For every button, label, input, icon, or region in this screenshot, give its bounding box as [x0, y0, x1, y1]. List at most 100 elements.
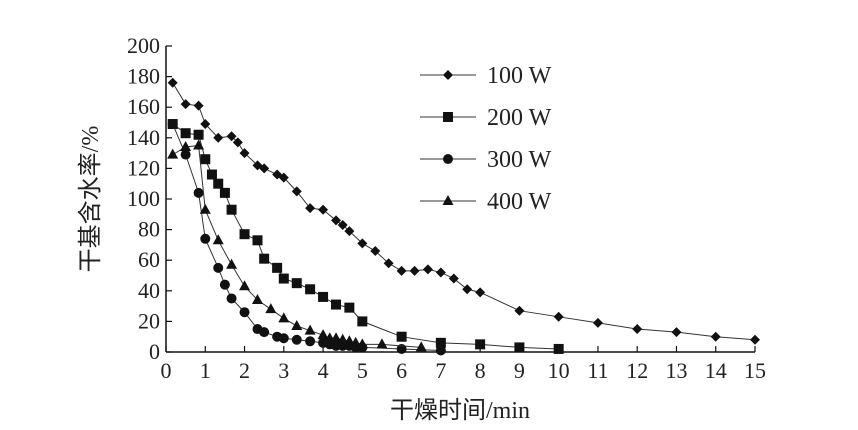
data-point: [291, 186, 302, 197]
data-point: [350, 336, 362, 347]
y-tick-label: 80: [138, 217, 160, 242]
data-point: [305, 203, 316, 214]
data-point: [396, 331, 407, 342]
data-point: [337, 220, 348, 231]
data-point: [415, 341, 427, 352]
data-point: [396, 265, 407, 276]
data-point: [435, 345, 446, 356]
data-point: [344, 226, 355, 237]
y-tick-label: 100: [127, 186, 160, 211]
data-point: [232, 137, 243, 148]
y-tick-label: 200: [127, 33, 160, 58]
data-point: [409, 265, 420, 276]
data-point: [219, 279, 230, 290]
data-point: [259, 163, 270, 174]
data-point: [226, 258, 238, 269]
data-point: [553, 311, 564, 322]
data-point: [435, 267, 446, 278]
y-tick-label: 160: [127, 94, 160, 119]
legend-label: 400 W: [487, 189, 552, 215]
x-tick-label: 10: [548, 358, 570, 383]
data-point: [226, 204, 237, 215]
x-axis-title: 干燥时间/min: [390, 397, 530, 424]
x-tick-label: 12: [626, 358, 648, 383]
data-point: [462, 284, 473, 295]
data-point: [514, 305, 525, 316]
data-point: [514, 342, 525, 353]
x-tick-label: 0: [161, 358, 172, 383]
legend-item: 100 W: [420, 63, 552, 89]
data-point: [180, 128, 191, 139]
data-point: [278, 172, 289, 183]
data-point: [199, 203, 211, 214]
series-layer: [167, 77, 760, 356]
data-point: [252, 235, 263, 246]
legend-marker: [443, 70, 453, 80]
legend-item: 300 W: [420, 147, 552, 173]
data-point: [167, 119, 178, 130]
data-point: [305, 336, 316, 347]
x-tick-label: 11: [587, 358, 608, 383]
data-point: [167, 148, 179, 159]
data-point: [213, 262, 224, 273]
data-point: [239, 148, 250, 159]
data-point: [343, 335, 355, 346]
y-tick-group: 0 20 40 60 80 100 120 140 160 180 200: [127, 33, 172, 364]
data-point: [357, 238, 368, 249]
data-point: [278, 273, 289, 284]
series-triangle: [167, 139, 427, 352]
x-tick-label: 5: [357, 358, 368, 383]
data-point: [422, 264, 433, 275]
x-tick-label: 8: [475, 358, 486, 383]
data-point: [239, 280, 251, 291]
data-point: [278, 312, 290, 323]
data-point: [370, 246, 381, 257]
data-point: [239, 307, 250, 318]
y-tick-label: 120: [127, 155, 160, 180]
series-diamond: [167, 77, 760, 345]
x-tick-group: 0 1 2 3 4 5 6 7 8 9 10 11 12 13 14 15: [161, 346, 766, 383]
data-point: [193, 129, 204, 140]
data-point: [251, 293, 263, 304]
x-tick-label: 2: [239, 358, 250, 383]
x-tick-label: 6: [396, 358, 407, 383]
data-point: [226, 131, 237, 142]
y-tick-label: 140: [127, 125, 160, 150]
data-point: [167, 77, 178, 88]
data-point: [226, 293, 237, 304]
x-tick-label: 14: [705, 358, 727, 383]
data-point: [344, 302, 355, 313]
data-point: [356, 338, 368, 349]
legend-item: 400 W: [420, 189, 552, 215]
data-point: [750, 334, 760, 345]
legend-item: 200 W: [420, 105, 552, 131]
data-point: [193, 100, 204, 111]
data-point: [272, 262, 283, 273]
legend-marker: [442, 195, 454, 205]
y-tick-label: 60: [138, 247, 160, 272]
x-tick-label: 15: [744, 358, 766, 383]
data-point: [671, 327, 682, 338]
data-point: [331, 215, 342, 226]
data-point: [180, 99, 191, 110]
data-point: [305, 284, 316, 295]
data-point: [435, 337, 446, 348]
x-tick-label: 13: [665, 358, 687, 383]
data-point: [592, 317, 603, 328]
data-point: [259, 327, 270, 338]
legend-marker: [443, 154, 453, 164]
data-point: [291, 319, 303, 330]
y-axis-title: 干基含水率/%: [77, 126, 104, 273]
data-point: [265, 303, 277, 314]
data-point: [219, 187, 230, 198]
y-tick-label: 0: [149, 339, 160, 364]
legend-label: 200 W: [487, 105, 552, 131]
data-point: [200, 233, 211, 244]
data-point: [212, 234, 224, 245]
x-tick-label: 1: [200, 358, 211, 383]
data-point: [553, 343, 564, 354]
series-line: [172, 123, 441, 351]
data-point: [180, 140, 192, 151]
